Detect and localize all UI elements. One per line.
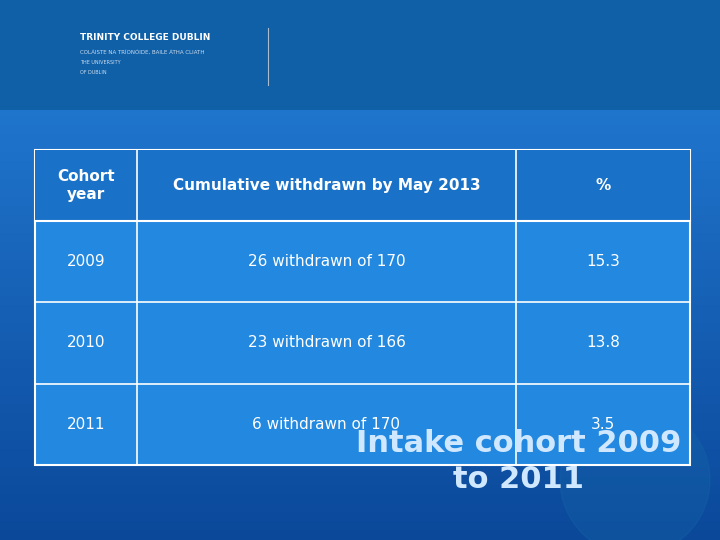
Bar: [0, 0, 720, 9]
Bar: [0, 270, 720, 279]
Bar: [0, 531, 720, 540]
Bar: [0, 378, 720, 387]
Text: 26 withdrawn of 170: 26 withdrawn of 170: [248, 254, 405, 269]
Bar: [0, 207, 720, 216]
Text: 23 withdrawn of 166: 23 withdrawn of 166: [248, 335, 405, 350]
Bar: [0, 261, 720, 270]
Bar: [0, 315, 720, 324]
Bar: [0, 27, 720, 36]
Text: TRINITY COLLEGE DUBLIN: TRINITY COLLEGE DUBLIN: [80, 33, 210, 43]
Bar: [0, 342, 720, 351]
Bar: [0, 396, 720, 405]
Bar: [0, 279, 720, 288]
Bar: [35, 150, 690, 221]
Bar: [0, 459, 720, 468]
Bar: [0, 198, 720, 207]
Bar: [35, 150, 690, 465]
Text: 3.5: 3.5: [591, 417, 616, 432]
Bar: [0, 0, 720, 110]
Bar: [0, 450, 720, 459]
Bar: [0, 234, 720, 243]
Bar: [0, 90, 720, 99]
Bar: [0, 162, 720, 171]
Bar: [0, 135, 720, 144]
Text: 2010: 2010: [66, 335, 105, 350]
Text: 6 withdrawn of 170: 6 withdrawn of 170: [253, 417, 400, 432]
Bar: [0, 288, 720, 297]
Bar: [0, 423, 720, 432]
Bar: [0, 306, 720, 315]
Text: Intake cohort 2009
to 2011: Intake cohort 2009 to 2011: [356, 429, 681, 494]
Bar: [0, 153, 720, 162]
Bar: [0, 405, 720, 414]
Text: Cohort
year: Cohort year: [57, 169, 114, 201]
Bar: [0, 189, 720, 198]
Bar: [0, 414, 720, 423]
Bar: [0, 144, 720, 153]
Bar: [0, 252, 720, 261]
Text: 13.8: 13.8: [586, 335, 620, 350]
Bar: [0, 360, 720, 369]
Bar: [0, 54, 720, 63]
Text: %: %: [595, 178, 611, 193]
Bar: [0, 117, 720, 126]
Bar: [0, 495, 720, 504]
Bar: [0, 171, 720, 180]
Bar: [0, 45, 720, 54]
Bar: [0, 468, 720, 477]
Bar: [0, 126, 720, 135]
Text: COLÁISTE NA TRÍONÓIDE, BAILE ÁTHA CLIATH: COLÁISTE NA TRÍONÓIDE, BAILE ÁTHA CLIATH: [80, 49, 204, 55]
Bar: [0, 72, 720, 81]
Bar: [0, 216, 720, 225]
Bar: [0, 81, 720, 90]
Bar: [0, 486, 720, 495]
Bar: [0, 522, 720, 531]
Bar: [0, 369, 720, 378]
Bar: [0, 324, 720, 333]
Text: 2011: 2011: [66, 417, 105, 432]
Bar: [0, 108, 720, 117]
Bar: [0, 99, 720, 108]
Circle shape: [560, 405, 710, 540]
Bar: [0, 432, 720, 441]
Text: Cumulative withdrawn by May 2013: Cumulative withdrawn by May 2013: [173, 178, 480, 193]
Text: OF DUBLIN: OF DUBLIN: [80, 70, 107, 75]
Bar: [0, 36, 720, 45]
Bar: [0, 297, 720, 306]
Bar: [0, 18, 720, 27]
Bar: [0, 225, 720, 234]
Bar: [0, 243, 720, 252]
Bar: [0, 513, 720, 522]
Bar: [0, 351, 720, 360]
Bar: [0, 441, 720, 450]
Bar: [0, 9, 720, 18]
Text: 15.3: 15.3: [586, 254, 620, 269]
Bar: [0, 504, 720, 513]
Text: THE UNIVERSITY: THE UNIVERSITY: [80, 60, 121, 65]
Bar: [0, 387, 720, 396]
Text: 2009: 2009: [66, 254, 105, 269]
Bar: [0, 333, 720, 342]
Bar: [0, 477, 720, 486]
Bar: [0, 63, 720, 72]
Bar: [0, 180, 720, 189]
